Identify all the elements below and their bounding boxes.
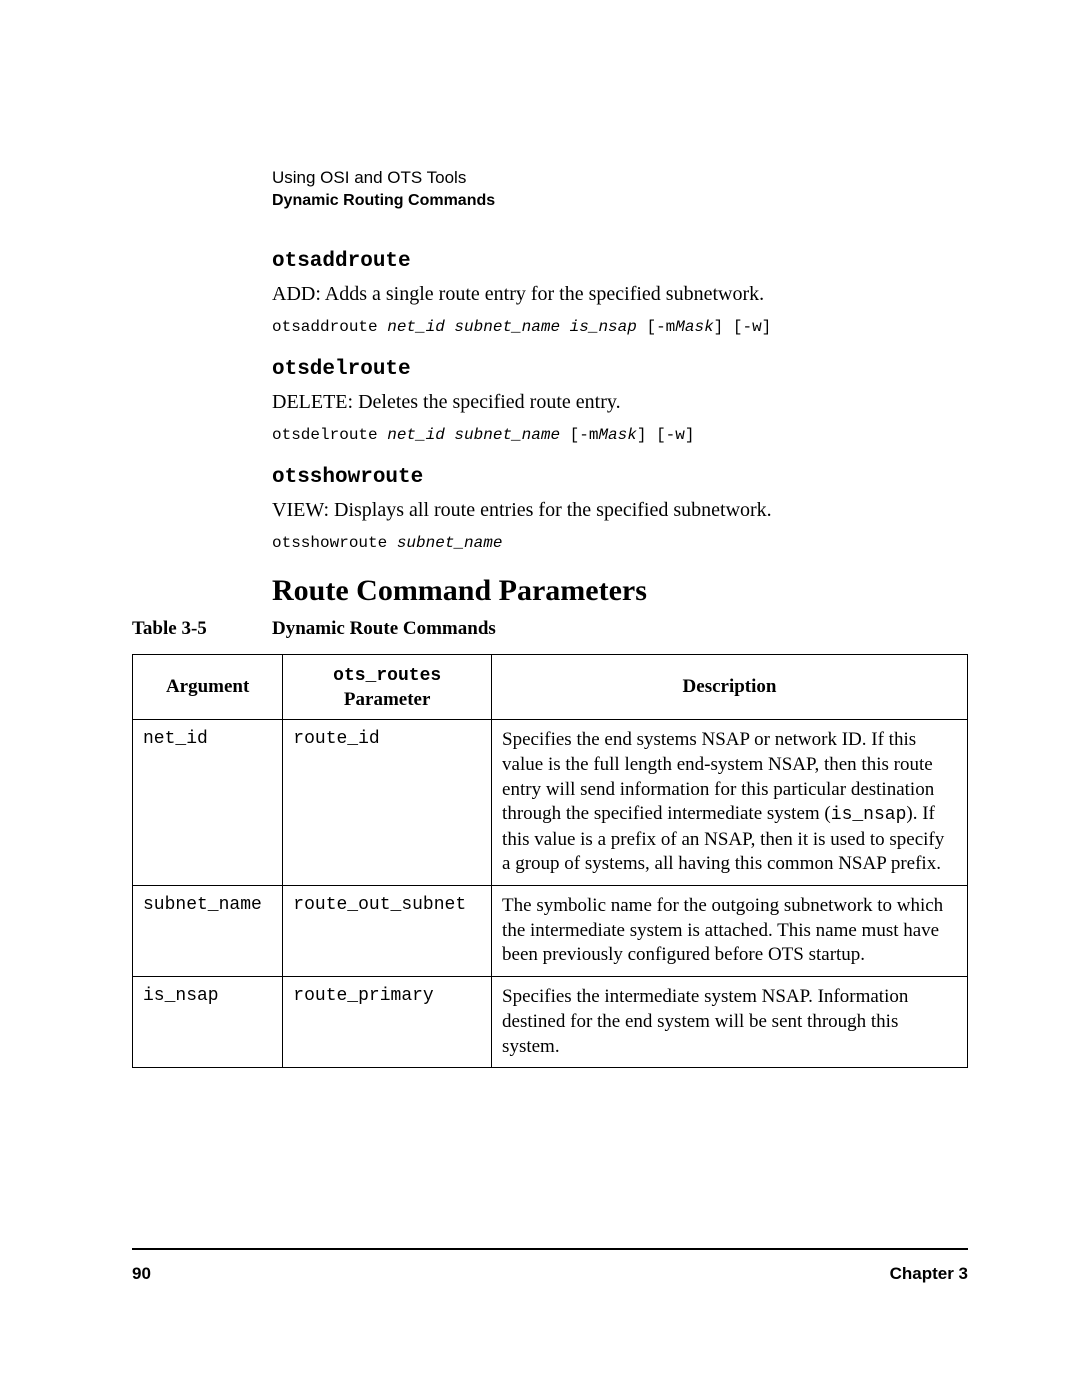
syntax-args: net_id subnet_name is_nsap	[387, 318, 637, 336]
table-caption: Table 3-5Dynamic Route Commands	[132, 618, 968, 640]
command-syntax: otsdelroute net_id subnet_name [-mMask] …	[272, 426, 968, 444]
table-row: is_nsap route_primary Specifies the inte…	[133, 977, 968, 1068]
th-parameter: ots_routes Parameter	[283, 655, 492, 720]
cell-argument: subnet_name	[133, 886, 283, 977]
chapter-label: Chapter 3	[890, 1264, 968, 1284]
command-heading-otsshowroute: otsshowroute	[272, 466, 968, 489]
desc-pre: Specifies the intermediate system NSAP. …	[502, 986, 908, 1056]
command-desc: DELETE: Deletes the specified route entr…	[272, 389, 968, 416]
running-head-line2: Dynamic Routing Commands	[272, 192, 968, 210]
syntax-mask: Mask	[675, 318, 713, 336]
th-parameter-serif: Parameter	[344, 689, 431, 710]
command-desc: VIEW: Displays all route entries for the…	[272, 497, 968, 524]
cell-parameter: route_out_subnet	[283, 886, 492, 977]
command-desc: ADD: Adds a single route entry for the s…	[272, 281, 968, 308]
cell-description: Specifies the end systems NSAP or networ…	[492, 720, 968, 886]
page-footer: 90 Chapter 3	[132, 1248, 968, 1284]
syntax-flags-post: ] [-w]	[637, 426, 695, 444]
command-syntax: otsaddroute net_id subnet_name is_nsap […	[272, 318, 968, 336]
syntax-cmd: otsaddroute	[272, 318, 387, 336]
syntax-flags-pre: [-m	[560, 426, 598, 444]
table-row: subnet_name route_out_subnet The symboli…	[133, 886, 968, 977]
page-container: Using OSI and OTS Tools Dynamic Routing …	[0, 0, 1080, 1384]
cell-parameter: route_id	[283, 720, 492, 886]
syntax-flags-pre: [-m	[637, 318, 675, 336]
cell-argument: is_nsap	[133, 977, 283, 1068]
running-head-line1: Using OSI and OTS Tools	[272, 168, 968, 188]
cell-description: Specifies the intermediate system NSAP. …	[492, 977, 968, 1068]
command-heading-otsaddroute: otsaddroute	[272, 250, 968, 273]
section-heading: Route Command Parameters	[272, 574, 968, 608]
cell-argument: net_id	[133, 720, 283, 886]
table-number: Table 3-5	[132, 618, 272, 640]
syntax-mask: Mask	[598, 426, 636, 444]
desc-pre: The symbolic name for the outgoing subne…	[502, 895, 943, 965]
table-title: Dynamic Route Commands	[272, 618, 496, 639]
page-number: 90	[132, 1264, 151, 1284]
table-header-row: Argument ots_routes Parameter Descriptio…	[133, 655, 968, 720]
syntax-cmd: otsshowroute	[272, 534, 397, 552]
table-row: net_id route_id Specifies the end system…	[133, 720, 968, 886]
th-parameter-mono: ots_routes	[333, 666, 441, 686]
cell-parameter: route_primary	[283, 977, 492, 1068]
command-syntax: otsshowroute subnet_name	[272, 534, 968, 552]
syntax-flags-post: ] [-w]	[714, 318, 772, 336]
command-heading-otsdelroute: otsdelroute	[272, 358, 968, 381]
syntax-args: net_id subnet_name	[387, 426, 560, 444]
cell-description: The symbolic name for the outgoing subne…	[492, 886, 968, 977]
syntax-cmd: otsdelroute	[272, 426, 387, 444]
desc-mono: is_nsap	[831, 805, 907, 825]
syntax-args: subnet_name	[397, 534, 503, 552]
parameters-table: Argument ots_routes Parameter Descriptio…	[132, 654, 968, 1068]
th-description: Description	[492, 655, 968, 720]
th-argument: Argument	[133, 655, 283, 720]
